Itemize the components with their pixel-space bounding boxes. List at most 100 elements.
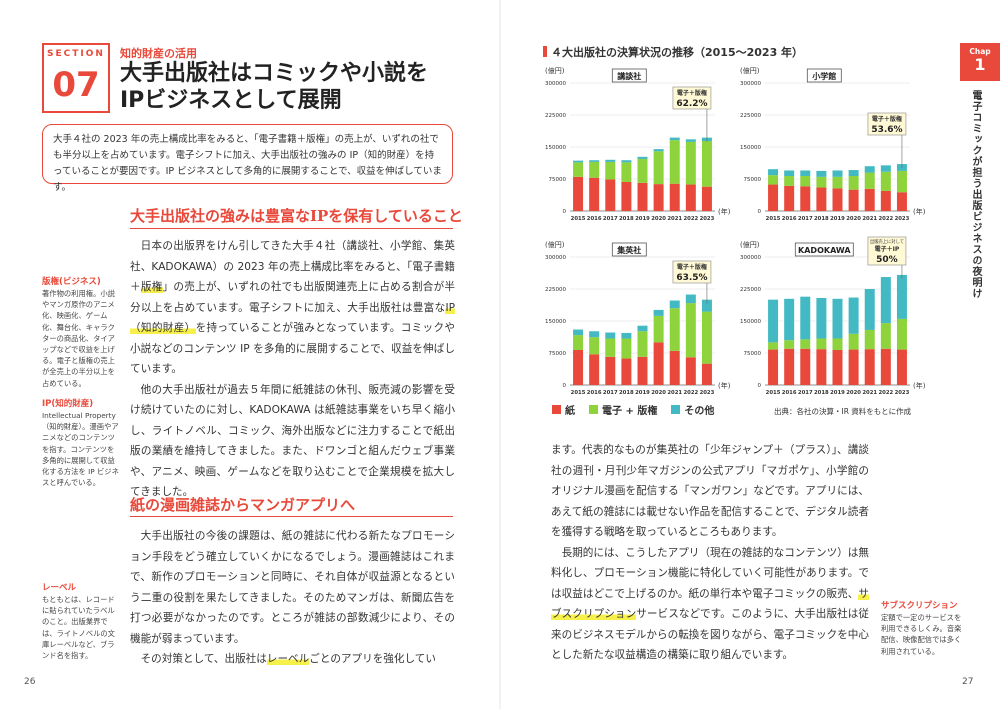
bar-segment	[573, 350, 584, 385]
section-badge: SECTION 07	[42, 43, 110, 113]
bar-segment	[621, 181, 632, 211]
company-label: 講談社	[617, 71, 641, 81]
bar-segment	[653, 184, 664, 211]
company-label-box	[794, 242, 854, 257]
bar-segment	[605, 161, 616, 180]
x-tick-label: 2017	[798, 216, 813, 222]
y-tick-label: 300000	[740, 255, 761, 261]
paragraph: その対策として、出版社はレーベルごとのアプリを強化してい	[130, 649, 455, 670]
x-tick-label: 2023	[700, 216, 715, 222]
heading-rule	[130, 516, 453, 517]
company-label: KADOKAWA	[798, 246, 851, 255]
bar-segment	[653, 309, 664, 316]
bar-segment	[653, 315, 664, 343]
x-tick-label: 2021	[667, 390, 682, 396]
y-tick-label: 300000	[545, 255, 566, 261]
side-note-text: Intellectual Property（知的財産）。漫画やアニメなどのコンテ…	[42, 411, 119, 488]
x-tick-label: 2021	[667, 216, 682, 222]
bar-segment	[768, 342, 779, 350]
bar-segment	[848, 176, 859, 190]
legend-label: 電子 + 版権	[602, 406, 658, 417]
x-tick-label: 2022	[878, 390, 893, 396]
bar-segment	[685, 357, 696, 385]
title-bar-marker	[543, 46, 547, 57]
bar-segment	[701, 137, 712, 142]
y-tick-label: 75000	[744, 351, 762, 357]
bar-segment	[701, 363, 712, 385]
x-tick-label: 2020	[651, 216, 666, 222]
side-note-title: 版権(ビジネス)	[42, 277, 101, 287]
bar-segment	[605, 332, 616, 339]
bar-segment	[605, 356, 616, 385]
company-label-box	[611, 242, 647, 257]
x-tick-label: 2017	[603, 216, 618, 222]
callout-value: 53.6%	[871, 125, 902, 135]
y-tick-label: 150000	[545, 319, 566, 325]
y-tick-label: 150000	[740, 319, 761, 325]
bar-segment	[832, 298, 843, 339]
bar-segment	[701, 299, 712, 312]
bar-segment	[589, 331, 600, 338]
section-kicker: 知的財産の活用	[120, 47, 197, 60]
bar-segment	[880, 165, 891, 172]
y-tick-label: 225000	[740, 287, 761, 293]
x-tick-label: 2017	[798, 390, 813, 396]
bar-segment	[880, 277, 891, 324]
bar-segment	[605, 179, 616, 211]
body-section-2: 大手出版社の今後の課題は、紙の雑誌に代わる新たなプロモーション手段をどう確立して…	[130, 526, 455, 670]
x-tick-label: 2021	[862, 390, 877, 396]
text-run: 長期的には、こうしたアプリ（現在の雑誌的なコンテンツ）は無料化し、プロモーション…	[551, 546, 869, 600]
bar-segment	[669, 308, 680, 351]
highlight-term: レーベル	[266, 653, 310, 665]
bar-segment	[816, 338, 827, 350]
x-tick-label: 2016	[782, 390, 797, 396]
x-tick-label: 2016	[587, 390, 602, 396]
page-title: 大手出版社はコミックや小説を IPビジネスとして展開	[120, 60, 480, 114]
title-line-1: 大手出版社はコミックや小説を	[120, 61, 429, 86]
bar-segment	[864, 349, 875, 385]
bar-segment	[653, 342, 664, 385]
bar-segment	[816, 170, 827, 177]
text-run: その対策として、出版社は	[140, 653, 267, 665]
bar-segment	[768, 169, 779, 176]
company-label-box	[611, 68, 647, 83]
bar-segment	[653, 149, 664, 152]
bar-segment	[832, 176, 843, 189]
company-label: 集英社	[616, 245, 641, 255]
text-run: 日本の出版界をけん引してきた大手４社（講談社、小学館、集英社、KADOKAWA）…	[130, 240, 455, 293]
bar-segment	[669, 300, 680, 309]
x-tick-label: 2018	[814, 216, 829, 222]
x-axis-label: (年)	[913, 207, 926, 216]
section-label: SECTION	[47, 49, 105, 59]
bar-segment	[621, 160, 632, 163]
bar-segment	[589, 161, 600, 178]
bar-segment	[784, 348, 795, 385]
callout-value: 63.5%	[676, 273, 707, 283]
bar-segment	[784, 340, 795, 349]
side-note-title: サブスクリプション	[881, 601, 958, 611]
legend-label: 紙	[565, 406, 575, 417]
y-tick-label: 0	[563, 209, 567, 215]
x-tick-label: 2023	[700, 390, 715, 396]
bar-segment	[800, 170, 811, 177]
y-tick-label: 0	[758, 209, 762, 215]
legend-swatch	[671, 405, 681, 414]
y-axis-label: (億円)	[545, 66, 565, 75]
page-number-left: 26	[24, 677, 36, 687]
bar-segment	[880, 190, 891, 211]
x-tick-label: 2022	[878, 216, 893, 222]
side-note-title: レーベル	[42, 583, 77, 593]
x-tick-label: 2022	[683, 390, 698, 396]
bar-segment	[864, 172, 875, 189]
bar-segment	[621, 358, 632, 385]
side-note-subscription: サブスクリプション 定額で一定のサービスを利用できるしくみ。音楽配信、映像配信で…	[881, 600, 963, 657]
x-axis-label: (年)	[718, 207, 731, 216]
bar-segment	[896, 192, 907, 211]
chapter-label: Chap	[969, 47, 991, 56]
chart-title: ４大出版社の決算状況の推移（2015〜2023 年）	[543, 44, 803, 60]
bar-segment	[573, 329, 584, 336]
bar-segment	[685, 294, 696, 304]
bar-segment	[832, 350, 843, 385]
bar-segment	[800, 348, 811, 385]
bar-segment	[621, 162, 632, 182]
